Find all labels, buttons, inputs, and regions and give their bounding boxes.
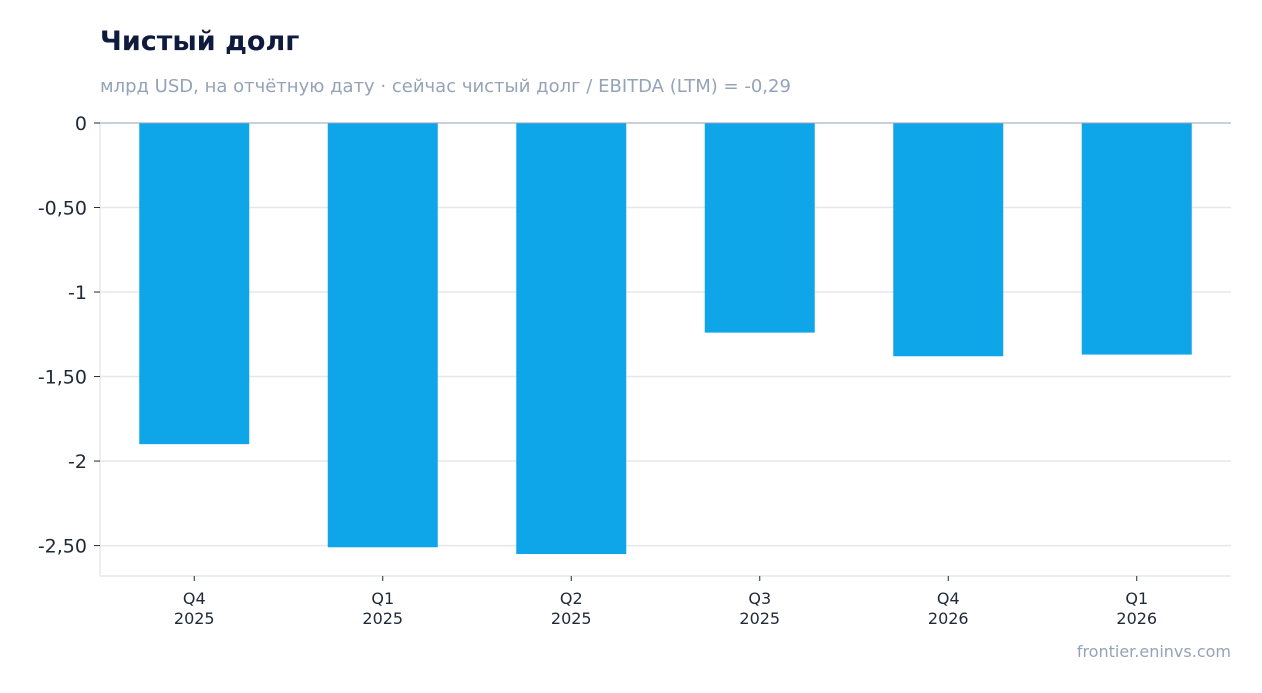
y-tick-label: -2 <box>68 451 87 473</box>
bar-layer <box>139 123 1192 555</box>
x-tick-label: Q4 <box>937 589 960 608</box>
x-tick-label: Q1 <box>1125 589 1148 608</box>
bar <box>516 123 627 555</box>
x-tick-label: 2025 <box>551 609 592 628</box>
grid-layer <box>99 123 1231 577</box>
y-tick-label: -1,50 <box>38 367 87 389</box>
y-tick-label: -0,50 <box>38 198 87 220</box>
x-tick-label: Q4 <box>183 589 206 608</box>
y-tick-label: -2,50 <box>38 536 87 558</box>
bar <box>893 123 1004 357</box>
x-tick-label: 2025 <box>739 609 780 628</box>
x-tick-label: 2026 <box>928 609 969 628</box>
bar <box>327 123 438 548</box>
bar <box>704 123 815 333</box>
y-tick-label: -1 <box>68 282 87 304</box>
x-tick-label: Q1 <box>371 589 394 608</box>
x-tick-label: Q3 <box>748 589 771 608</box>
x-tick-label: 2025 <box>362 609 403 628</box>
x-tick-label: 2026 <box>1116 609 1157 628</box>
chart-title: Чистый долг <box>100 26 300 57</box>
x-tick-label: 2025 <box>174 609 215 628</box>
x-tick-label: Q2 <box>560 589 583 608</box>
source-credit: frontier.eninvs.com <box>1076 642 1231 661</box>
chart-subtitle: млрд USD, на отчётную дату · сейчас чист… <box>100 76 791 97</box>
bar <box>139 123 250 445</box>
axis-layer: 0-0,50-1-1,50-2-2,50Q42025Q12025Q22025Q3… <box>38 113 1231 628</box>
y-tick-label: 0 <box>75 113 87 135</box>
bar <box>1081 123 1192 355</box>
